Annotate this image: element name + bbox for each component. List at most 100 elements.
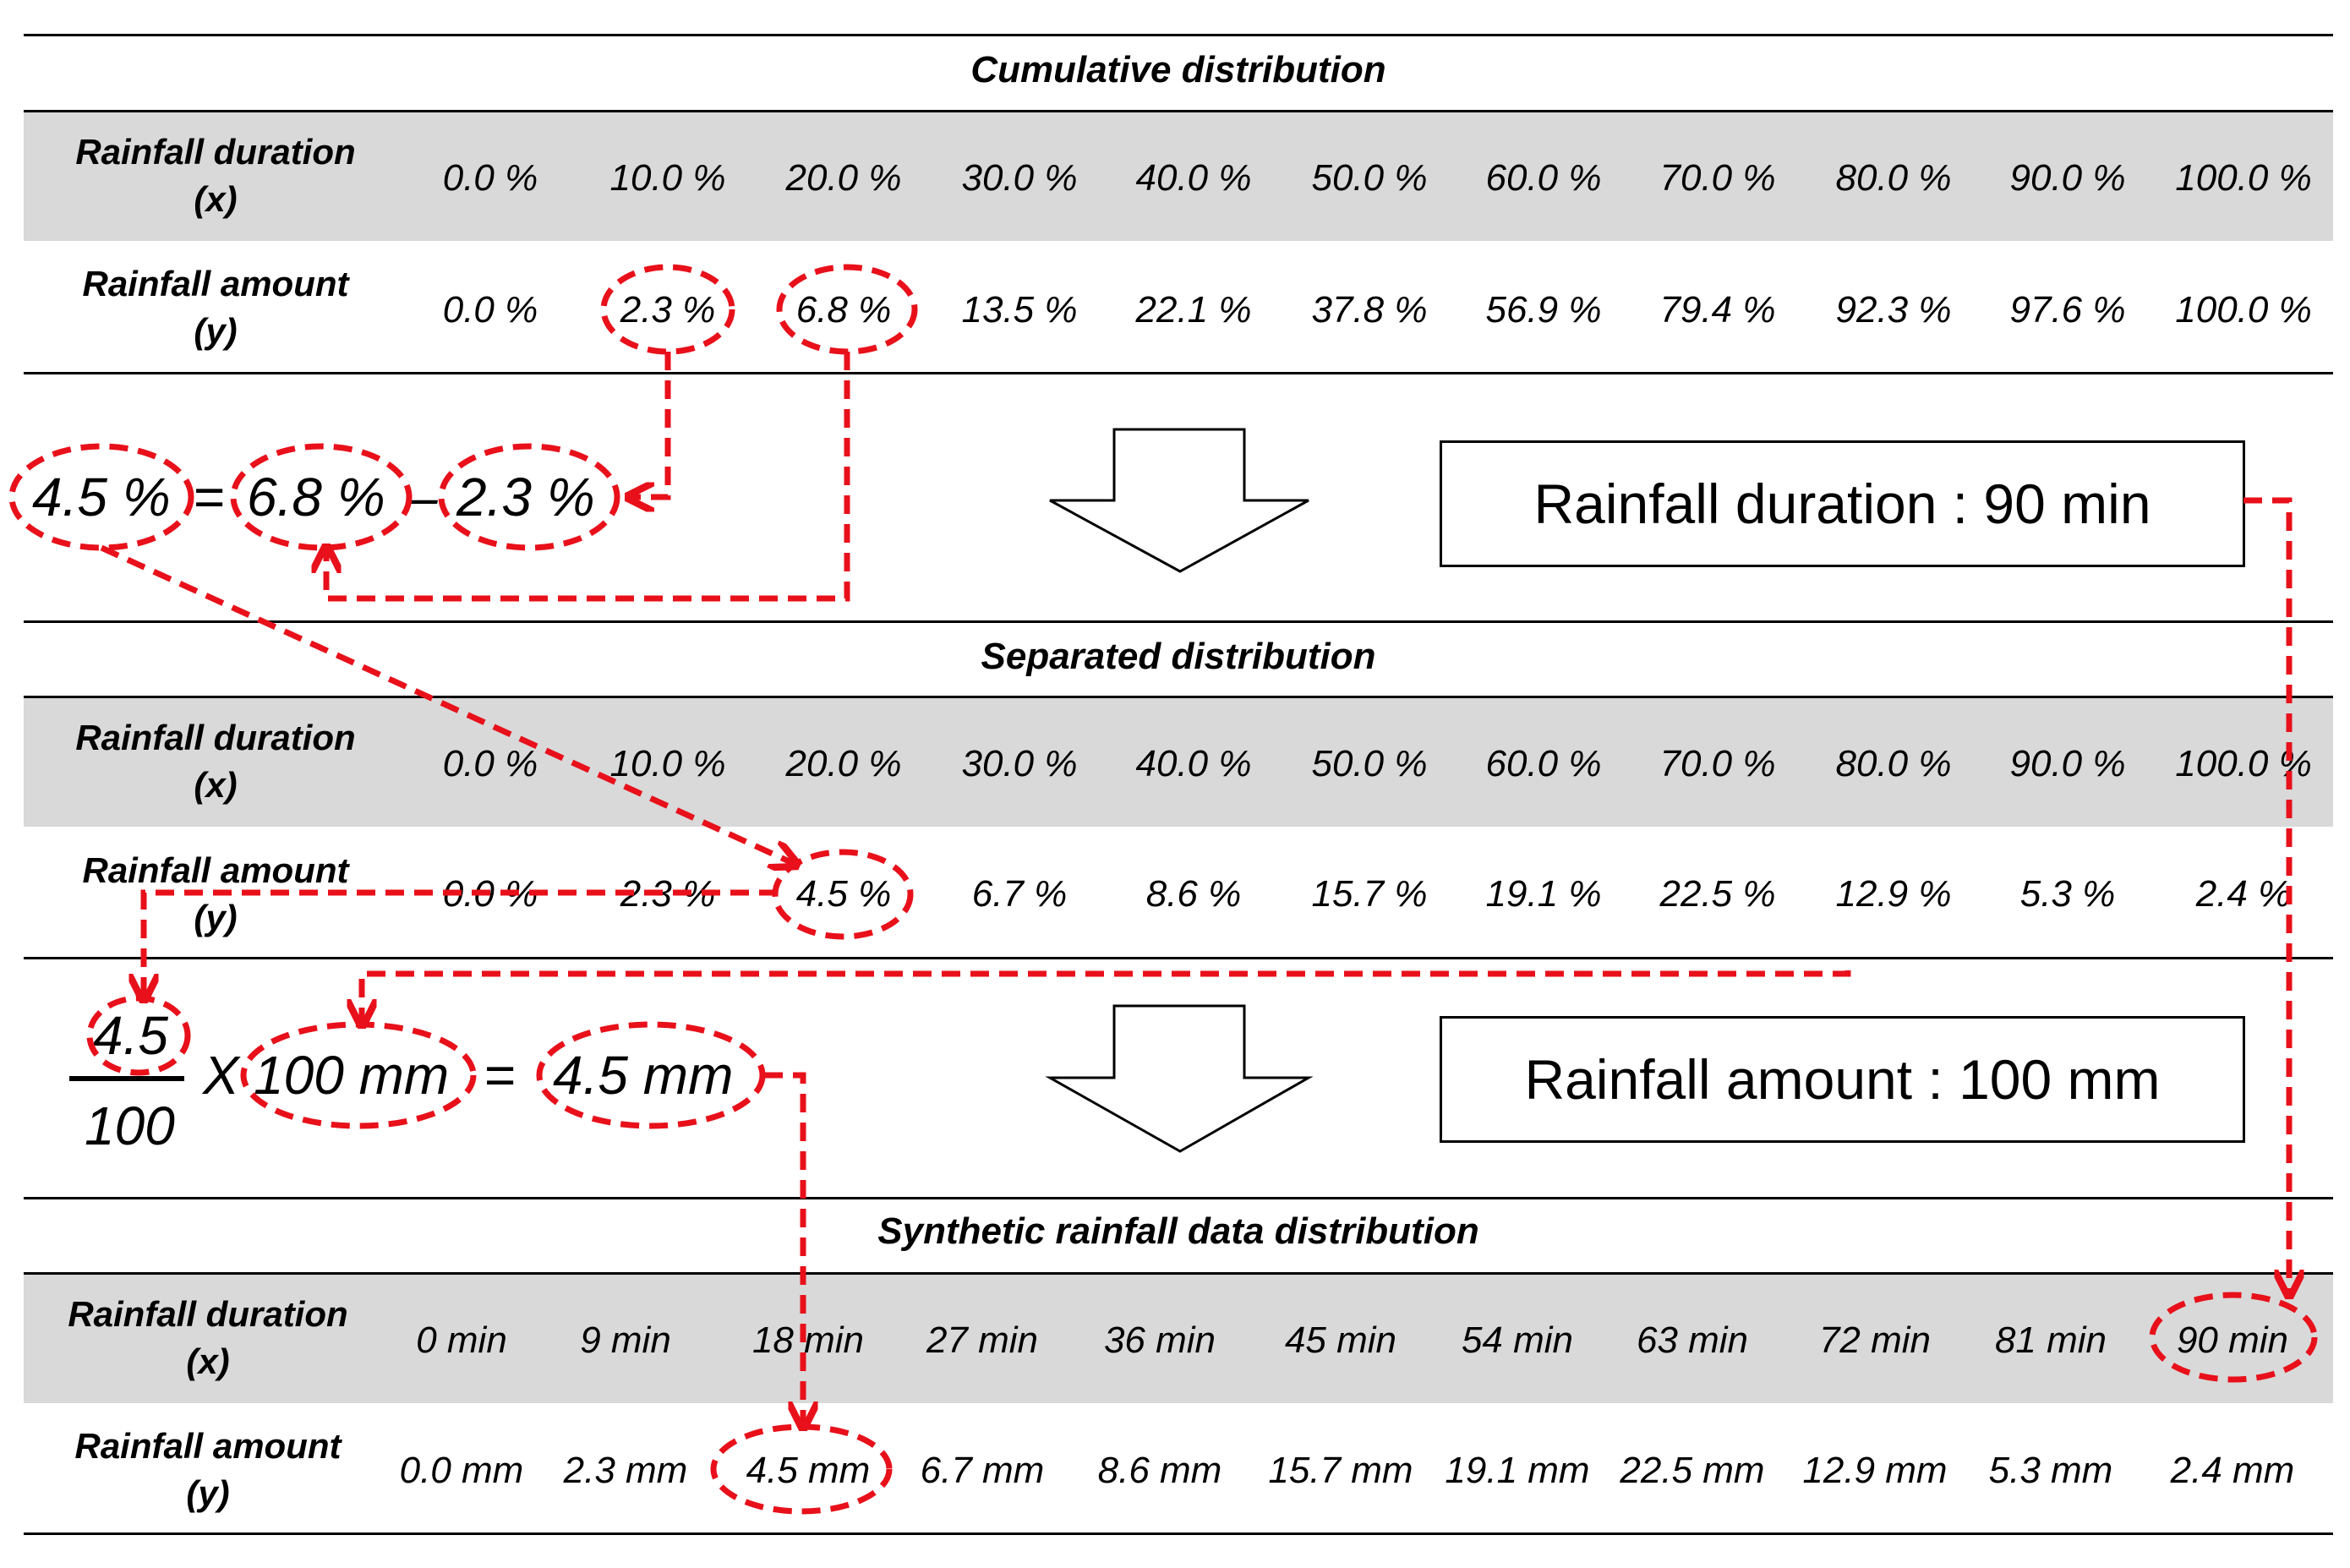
synthetic-amount-cell: 2.4 mm [2170, 1450, 2295, 1491]
separated-duration-label: Rainfall duration (x) [75, 718, 356, 805]
cumulative-duration-cell: 30.0 % [961, 157, 1078, 199]
cumulative-amount-cell: 97.6 % [2009, 289, 2126, 331]
synthetic-amount-cell: 4.5 mm [746, 1450, 871, 1491]
arrow-6-8-to-eq [326, 352, 850, 602]
cumulative-duration-cell: 90.0 % [2009, 157, 2126, 199]
arrow-duration-box-to-syn [2243, 497, 2289, 1293]
eq2-denominator: 100 [85, 1095, 175, 1156]
separated-title-rule [24, 696, 2333, 698]
cumulative-amount-cell: 100.0 % [2175, 289, 2312, 331]
separated-top-rule [24, 620, 2333, 623]
synthetic-duration-cell: 45 min [1284, 1319, 1397, 1361]
synthetic-amount-cell: 22.5 mm [1620, 1450, 1765, 1491]
separated-amount-cell: 15.7 % [1311, 873, 1428, 915]
separated-amount-cell: 5.3 % [2019, 873, 2116, 915]
ellipse-syn-90 [2149, 1292, 2318, 1383]
synthetic-duration-cell: 81 min [1994, 1319, 2107, 1361]
synthetic-title: Synthetic rainfall data distribution [877, 1210, 1479, 1252]
separated-duration-cell: 30.0 % [961, 743, 1078, 784]
synthetic-duration-cell: 36 min [1103, 1319, 1216, 1361]
separated-amount-cell: 22.5 % [1659, 873, 1776, 915]
synthetic-amount-cell: 15.7 mm [1268, 1450, 1413, 1491]
separated-duration-cell: 90.0 % [2009, 743, 2126, 784]
cumulative-title: Cumulative distribution [970, 49, 1386, 90]
cumulative-amount-cell: 79.4 % [1659, 289, 1776, 331]
duration-box: Rainfall duration : 90 min [1440, 440, 2245, 567]
cumulative-title-rule [24, 110, 2333, 112]
synthetic-title-rule [24, 1272, 2333, 1275]
cumulative-duration-band [24, 112, 2333, 241]
arrow-sep-to-numerator [144, 889, 778, 997]
ellipse-eq1-result [8, 443, 194, 551]
synthetic-duration-cell: 90 min [2176, 1319, 2289, 1361]
separated-amount-label: Rainfall amount (y) [82, 850, 349, 937]
separated-amount-cell: 19.1 % [1485, 873, 1602, 915]
cumulative-amount-cell: 6.8 % [795, 289, 892, 331]
synthetic-amount-cell: 5.3 mm [1988, 1450, 2113, 1491]
synthetic-duration-cell: 9 min [580, 1319, 671, 1361]
arrow-box-to-amount [362, 970, 1851, 1023]
synthetic-duration-cell: 54 min [1461, 1319, 1574, 1361]
eq2-times: X [203, 1045, 239, 1106]
separated-duration-band [24, 698, 2333, 827]
ellipse-cum-2-3 [600, 264, 735, 355]
synthetic-amount-cell: 6.7 mm [920, 1450, 1045, 1491]
synthetic-duration-cell: 27 min [926, 1319, 1039, 1361]
cumulative-amount-label: Rainfall amount (y) [82, 264, 349, 351]
separated-amount-cell: 6.7 % [971, 873, 1068, 915]
arrow-2-3-to-eq [631, 352, 671, 497]
eq2-result: 4.5 mm [553, 1045, 734, 1106]
synthetic-bottom-rule [24, 1532, 2333, 1535]
separated-title: Separated distribution [981, 636, 1376, 677]
synthetic-duration-cell: 18 min [751, 1319, 865, 1361]
ellipse-eq1-minuend [230, 443, 413, 551]
amount-box: Rainfall amount : 100 mm [1440, 1016, 2245, 1143]
separated-duration-cell: 40.0 % [1135, 743, 1252, 784]
separated-duration-cell: 20.0 % [785, 743, 902, 784]
separated-duration-cell: 0.0 % [442, 743, 538, 784]
synthetic-duration-label: Rainfall duration (x) [68, 1294, 348, 1381]
cumulative-duration-cell: 0.0 % [442, 157, 538, 199]
cumulative-duration-cell: 40.0 % [1135, 157, 1252, 199]
synthetic-amount-cell: 0.0 mm [399, 1450, 524, 1491]
separated-amount-cell: 4.5 % [795, 873, 892, 915]
ellipse-syn-4-5 [710, 1423, 893, 1515]
synthetic-amount-label: Rainfall amount (y) [74, 1426, 342, 1513]
eq1-minuend: 6.8 % [247, 467, 385, 527]
separated-duration-cell: 60.0 % [1485, 743, 1602, 784]
top-rule [24, 34, 2333, 36]
synthetic-amount-cell: 8.6 mm [1097, 1450, 1222, 1491]
down-arrow-2 [1045, 1004, 1314, 1153]
cumulative-duration-cell: 10.0 % [609, 157, 726, 199]
ellipse-eq2-amount [240, 1021, 477, 1129]
ellipse-cum-6-8 [776, 264, 918, 355]
cumulative-amount-cell: 92.3 % [1835, 289, 1952, 331]
separated-amount-cell: 2.3 % [620, 873, 716, 915]
separated-bottom-rule [24, 957, 2333, 959]
cumulative-duration-label: Rainfall duration (x) [75, 132, 356, 219]
ellipse-eq2-numerator [86, 995, 191, 1076]
cumulative-bottom-rule [24, 372, 2333, 374]
arrow-result-to-syn [764, 1072, 803, 1425]
fraction-bar [69, 1076, 184, 1081]
cumulative-amount-cell: 37.8 % [1311, 289, 1428, 331]
ellipse-sep-4-5 [772, 849, 914, 940]
cumulative-duration-cell: 80.0 % [1835, 157, 1952, 199]
eq2-amount: 100 mm [254, 1045, 450, 1106]
cumulative-amount-cell: 13.5 % [961, 289, 1078, 331]
cumulative-duration-cell: 50.0 % [1311, 157, 1428, 199]
ellipse-eq1-subtrahend [438, 443, 620, 551]
synthetic-duration-cell: 63 min [1636, 1319, 1749, 1361]
synthetic-top-rule [24, 1197, 2333, 1199]
separated-amount-cell: 2.4 % [2195, 873, 2292, 915]
cumulative-amount-cell: 2.3 % [620, 289, 716, 331]
separated-duration-cell: 10.0 % [609, 743, 726, 784]
synthetic-amount-cell: 12.9 mm [1802, 1450, 1948, 1491]
synthetic-duration-band [24, 1275, 2333, 1403]
separated-duration-cell: 50.0 % [1311, 743, 1428, 784]
synthetic-amount-cell: 19.1 mm [1445, 1450, 1590, 1491]
cumulative-amount-cell: 0.0 % [442, 289, 538, 331]
eq1-subtrahend: 2.3 % [456, 467, 595, 527]
eq1-equals: = [193, 467, 225, 527]
